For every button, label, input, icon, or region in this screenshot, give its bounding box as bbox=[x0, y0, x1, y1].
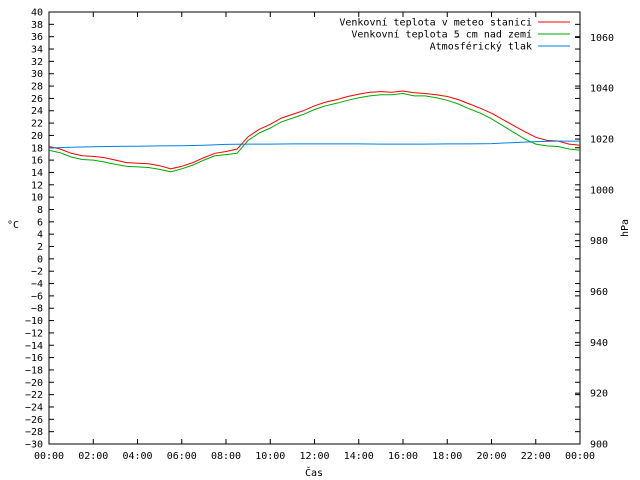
y-tick-label: 36 bbox=[31, 32, 43, 43]
x-tick-label: 06:00 bbox=[167, 451, 197, 462]
y-tick-label: 34 bbox=[31, 45, 43, 56]
y-tick-label: −4 bbox=[31, 279, 43, 290]
y2-axis-label: hPa bbox=[620, 219, 631, 237]
series-line-1 bbox=[48, 90, 581, 170]
y-tick-label: −22 bbox=[25, 390, 43, 401]
y-tick-label: 26 bbox=[31, 94, 43, 105]
legend-label-3: Atmosférický tlak bbox=[430, 41, 532, 53]
y2-tick-label: 980 bbox=[590, 236, 608, 247]
y-tick-label: 4 bbox=[37, 230, 43, 241]
x-tick-label: 02:00 bbox=[78, 451, 108, 462]
y2-tick-label: 940 bbox=[590, 338, 608, 349]
y2-tick-label: 1040 bbox=[590, 84, 614, 95]
legend-label-2: Venkovní teplota 5 cm nad zemí bbox=[351, 29, 532, 41]
y-tick-label: 0 bbox=[37, 254, 43, 265]
x-tick-label: 10:00 bbox=[255, 451, 285, 462]
y-tick-label: 22 bbox=[31, 119, 43, 130]
y2-tick-label: 1000 bbox=[590, 185, 614, 196]
y-tick-label: 40 bbox=[31, 8, 43, 19]
y2-tick-label: 900 bbox=[590, 440, 608, 451]
x-tick-label: 00:00 bbox=[34, 451, 64, 462]
x-tick-label: 12:00 bbox=[299, 451, 329, 462]
y-tick-label: −8 bbox=[31, 304, 43, 315]
y-tick-label: −28 bbox=[25, 427, 43, 438]
y2-tick-label: 1060 bbox=[590, 33, 614, 44]
x-tick-label: 08:00 bbox=[211, 451, 241, 462]
x-tick-label: 14:00 bbox=[344, 451, 374, 462]
y-tick-label: 28 bbox=[31, 82, 43, 93]
y-tick-label: 14 bbox=[31, 168, 43, 179]
y-tick-label: −16 bbox=[25, 353, 43, 364]
y2-tick-label: 1020 bbox=[590, 135, 614, 146]
y-tick-label: 18 bbox=[31, 143, 43, 154]
x-tick-label: 16:00 bbox=[388, 451, 418, 462]
y-tick-label: −18 bbox=[25, 365, 43, 376]
ticks-layer: 4038363432302826242220181614121086420−2−… bbox=[25, 8, 614, 463]
y-tick-label: −20 bbox=[25, 378, 43, 389]
series-line-2 bbox=[48, 92, 581, 173]
y2-tick-label: 960 bbox=[590, 287, 608, 298]
y-tick-label: −26 bbox=[25, 415, 43, 426]
series-layer bbox=[48, 90, 581, 173]
y-tick-label: 10 bbox=[31, 193, 43, 204]
y-tick-label: 24 bbox=[31, 106, 43, 117]
y-tick-label: −2 bbox=[31, 267, 43, 278]
x-tick-label: 18:00 bbox=[432, 451, 462, 462]
y-tick-label: −6 bbox=[31, 291, 43, 302]
x-tick-label: 22:00 bbox=[521, 451, 551, 462]
y-tick-label: 32 bbox=[31, 57, 43, 68]
y-tick-label: 30 bbox=[31, 69, 43, 80]
y-tick-label: 2 bbox=[37, 242, 43, 253]
series-line-3 bbox=[48, 140, 580, 149]
y-tick-label: 16 bbox=[31, 156, 43, 167]
y2-tick-label: 920 bbox=[590, 389, 608, 400]
x-tick-label: 00:00 bbox=[565, 451, 595, 462]
legend: Venkovní teplota v meteo staniciVenkovní… bbox=[339, 17, 570, 53]
y-tick-label: −30 bbox=[25, 440, 43, 451]
y-tick-label: −14 bbox=[25, 341, 43, 352]
x-tick-label: 20:00 bbox=[476, 451, 506, 462]
y-tick-label: −24 bbox=[25, 402, 43, 413]
y-tick-label: 12 bbox=[31, 180, 43, 191]
y-tick-label: 38 bbox=[31, 20, 43, 31]
y-tick-label: −10 bbox=[25, 316, 43, 327]
y-tick-label: 6 bbox=[37, 217, 43, 228]
x-axis-label: Čas bbox=[305, 466, 323, 479]
plot-frame bbox=[48, 11, 581, 445]
y-tick-label: −12 bbox=[25, 328, 43, 339]
y-axis-label: °C bbox=[7, 220, 19, 231]
y-tick-label: 20 bbox=[31, 131, 43, 142]
x-tick-label: 04:00 bbox=[122, 451, 152, 462]
legend-label-1: Venkovní teplota v meteo stanici bbox=[339, 17, 532, 29]
y-tick-label: 8 bbox=[37, 205, 43, 216]
